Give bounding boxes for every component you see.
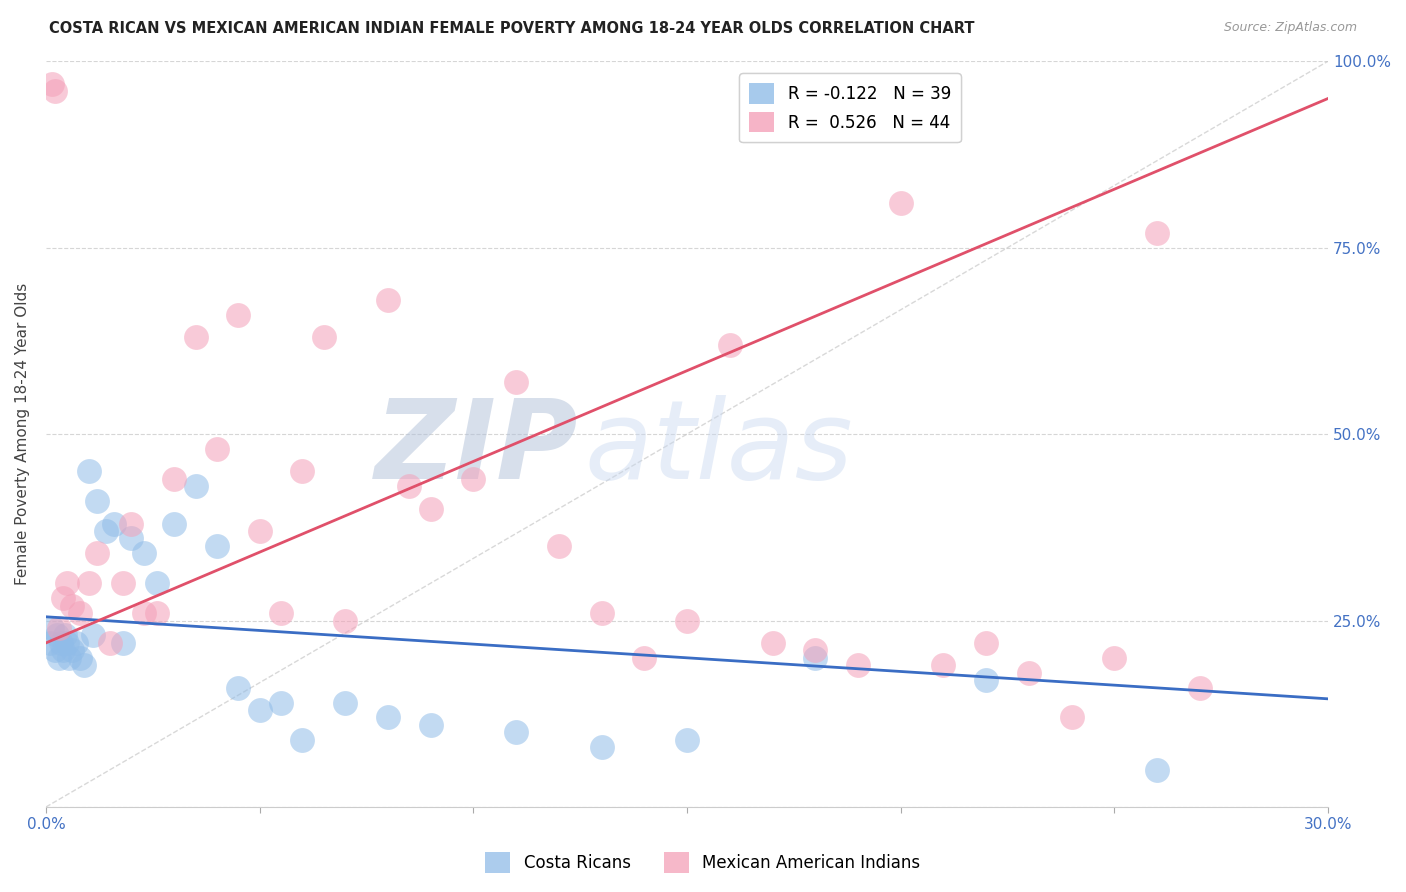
Point [41,621,63,635]
Point [505,725,527,739]
Point [890,195,912,210]
Point [270,696,292,710]
Point [633,650,655,665]
Point [134,606,156,620]
Point [48,621,70,635]
Point [1146,226,1168,240]
Point [974,636,997,650]
Point [73,658,96,673]
Point [1018,665,1040,680]
Point [60,599,83,613]
Point [291,732,314,747]
Text: COSTA RICAN VS MEXICAN AMERICAN INDIAN FEMALE POVERTY AMONG 18-24 YEAR OLDS CORR: COSTA RICAN VS MEXICAN AMERICAN INDIAN F… [49,21,974,37]
Point [52,643,75,657]
Point [69,650,91,665]
Point [56,636,79,650]
Legend: Costa Ricans, Mexican American Indians: Costa Ricans, Mexican American Indians [479,846,927,880]
Point [86,546,108,560]
Y-axis label: Female Poverty Among 18-24 Year Olds: Female Poverty Among 18-24 Year Olds [15,283,30,585]
Point [333,614,356,628]
Point [111,636,134,650]
Point [1104,650,1126,665]
Point [1146,763,1168,777]
Point [804,643,827,657]
Point [761,636,783,650]
Point [398,479,420,493]
Point [39,636,62,650]
Point [333,696,356,710]
Point [45,628,67,642]
Point [463,472,485,486]
Point [676,614,699,628]
Point [44,84,66,98]
Point [249,703,271,717]
Point [82,628,104,642]
Point [591,740,613,755]
Point [44,643,66,657]
Text: ZIP: ZIP [374,395,578,502]
Point [226,681,249,695]
Point [184,479,207,493]
Point [547,539,569,553]
Point [419,718,441,732]
Point [932,658,955,673]
Point [505,375,527,389]
Point [591,606,613,620]
Point [120,516,142,531]
Point [846,658,869,673]
Point [291,464,314,478]
Point [377,710,399,724]
Text: atlas: atlas [585,395,853,502]
Point [41,77,63,91]
Point [1188,681,1211,695]
Point [249,524,271,538]
Point [270,606,292,620]
Point [77,576,100,591]
Point [419,501,441,516]
Point [163,516,186,531]
Point [86,494,108,508]
Point [58,650,80,665]
Point [52,591,75,606]
Legend: R = -0.122   N = 39, R =  0.526   N = 44: R = -0.122 N = 39, R = 0.526 N = 44 [740,73,960,142]
Text: Source: ZipAtlas.com: Source: ZipAtlas.com [1223,21,1357,35]
Point [205,442,228,456]
Point [718,337,741,351]
Point [146,606,169,620]
Point [111,576,134,591]
Point [205,539,228,553]
Point [69,606,91,620]
Point [134,546,156,560]
Point [60,643,83,657]
Point [120,532,142,546]
Point [103,516,125,531]
Point [48,650,70,665]
Point [49,636,72,650]
Point [163,472,186,486]
Point [98,636,121,650]
Point [377,293,399,307]
Point [146,576,169,591]
Point [53,628,76,642]
Point [56,576,79,591]
Point [974,673,997,688]
Point [184,330,207,344]
Point [804,650,827,665]
Point [676,732,699,747]
Point [65,636,87,650]
Point [1060,710,1083,724]
Point [312,330,335,344]
Point [77,464,100,478]
Point [226,308,249,322]
Point [94,524,117,538]
